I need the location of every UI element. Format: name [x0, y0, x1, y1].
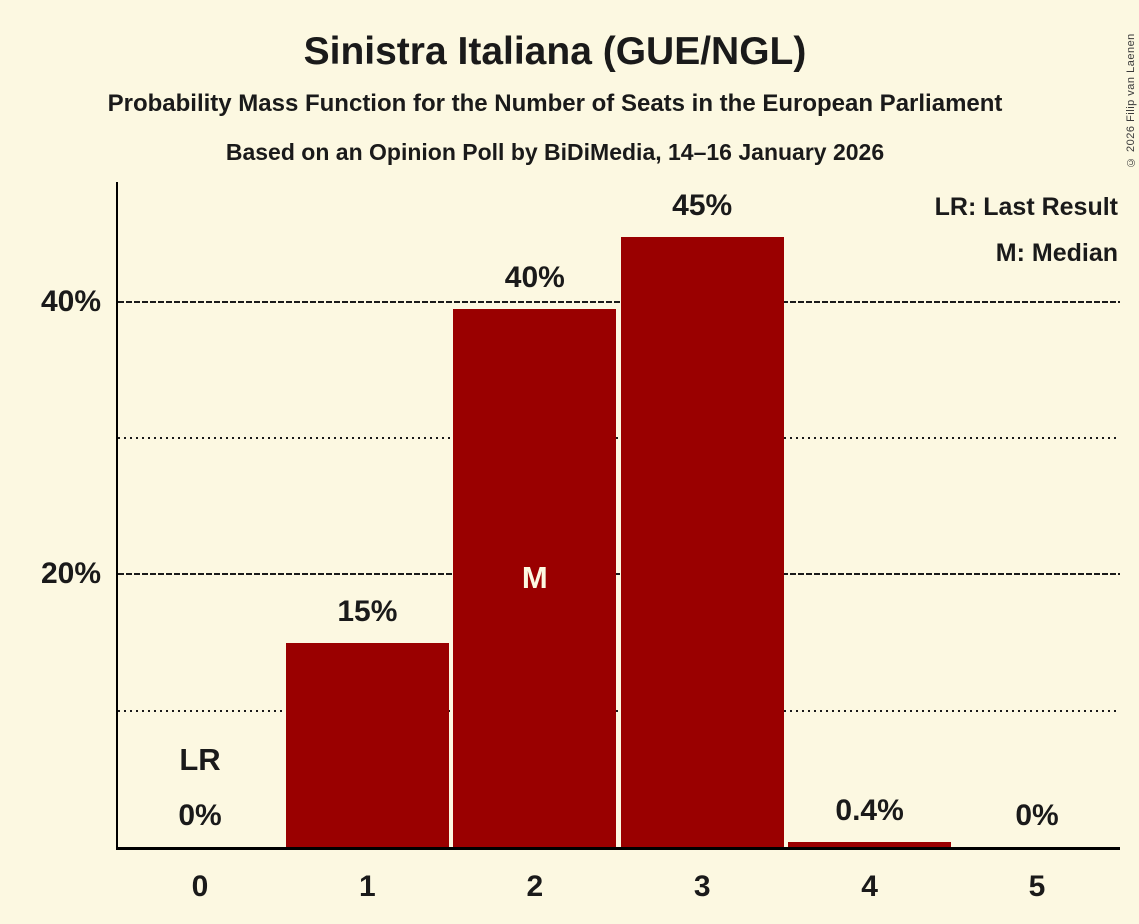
x-axis-label-seats-3: 3: [693, 870, 711, 903]
annotation-lr-label: LR: [179, 742, 221, 777]
bar-seats-3: [620, 236, 784, 847]
bar-seats-1: [285, 642, 449, 847]
bar-value-label-seats-3: 45%: [672, 188, 733, 222]
y-axis-label-20pct: 20%: [40, 557, 101, 591]
chart-subtitle: Probability Mass Function for the Number…: [107, 90, 1003, 117]
chart-title: Sinistra Italiana (GUE/NGL): [303, 30, 807, 73]
x-axis-label-seats-4: 4: [861, 870, 878, 903]
minor-gridline-30pct: [118, 437, 1120, 440]
y-axis-label-40pct: 40%: [40, 284, 101, 318]
bar-value-label-seats-0: 0%: [178, 799, 222, 832]
minor-gridline-10pct: [118, 709, 1120, 712]
bar-seats-2: [453, 308, 617, 847]
copyright-text: © 2026 Filip van Laenen: [1125, 33, 1137, 168]
plot-area: 20% 40% 0% 0 15% 1 40% 2 45% 3 0.4% 4 0% 5 LR M: [41, 182, 1120, 903]
x-axis-label-seats-0: 0: [191, 870, 209, 903]
bar-value-label-seats-4: 0.4%: [835, 793, 904, 827]
chart-legend: LR: Last Result M: Median: [935, 184, 1118, 276]
x-axis-label-seats-1: 1: [359, 870, 376, 903]
bar-value-label-seats-5: 0%: [1015, 799, 1059, 832]
bar-value-label-seats-2: 40%: [504, 260, 565, 294]
bar-seats-4: [788, 841, 952, 847]
major-gridline-20pct: [118, 573, 1120, 576]
bar-value-label-seats-1: 15%: [337, 594, 398, 628]
annotation-m-label: M: [521, 559, 548, 595]
major-gridline-40pct: [118, 300, 1120, 303]
legend-entry-last-result: LR: Last Result: [934, 193, 1118, 221]
x-axis-label-seats-2: 2: [526, 870, 544, 903]
x-axis-label-seats-5: 5: [1028, 870, 1046, 903]
chart-source-line: Based on an Opinion Poll by BiDiMedia, 1…: [225, 139, 885, 165]
legend-entry-median: M: Median: [995, 239, 1118, 267]
